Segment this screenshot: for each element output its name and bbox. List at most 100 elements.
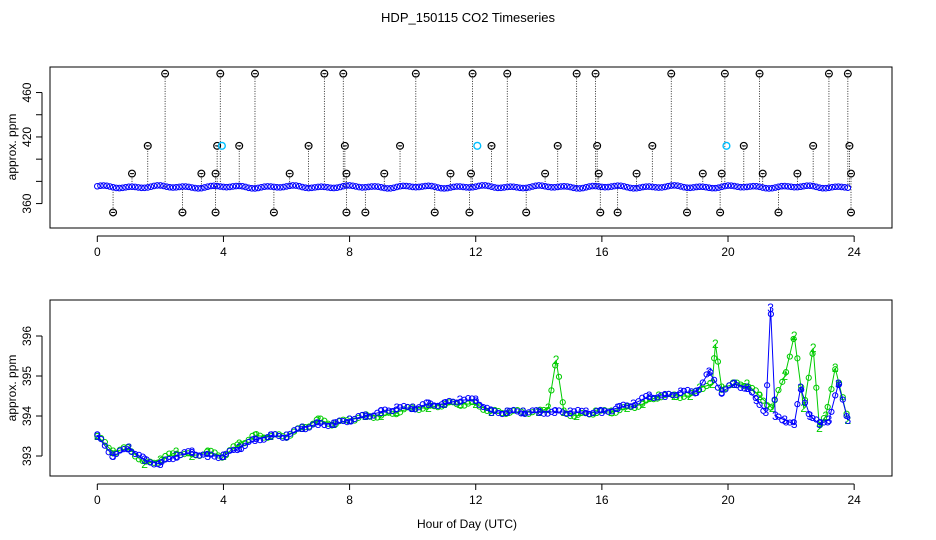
baseline-point xyxy=(444,184,451,192)
series-3-marker: 3 xyxy=(157,457,164,471)
series-3-marker: 3 xyxy=(706,365,713,379)
series-2-marker: 2 xyxy=(141,457,148,471)
series-2-point xyxy=(552,362,559,369)
flag-point xyxy=(847,208,856,217)
baseline-point xyxy=(437,184,445,192)
series-3-point xyxy=(521,410,529,418)
series-3-point xyxy=(616,402,623,410)
baseline-point xyxy=(639,183,647,191)
series-3-point xyxy=(132,450,139,458)
series-3-point xyxy=(215,454,222,462)
baseline-point xyxy=(314,183,322,191)
series-3-point xyxy=(169,456,177,463)
top-y-tick-label: 420 xyxy=(20,127,34,147)
series-3-point xyxy=(741,385,748,392)
series-3-point xyxy=(805,410,812,418)
series-2-point xyxy=(779,378,786,385)
series-3-point xyxy=(529,407,536,414)
baseline-point xyxy=(418,183,426,190)
top-y-tick-label: 460 xyxy=(20,82,34,102)
baseline-point xyxy=(573,185,580,192)
baseline-point xyxy=(289,182,297,189)
series-2-point xyxy=(207,447,214,454)
series-3-point xyxy=(268,431,275,438)
series-3-point xyxy=(824,419,831,426)
series-3-point xyxy=(396,404,404,411)
baseline-point xyxy=(257,183,265,191)
baseline-point xyxy=(412,183,420,191)
bottom-axes: 0 4 8 12 16 20 24 393 394 395 396 xyxy=(20,326,861,507)
series-3-point xyxy=(559,409,566,416)
series-3-point xyxy=(540,410,547,417)
series-3-point xyxy=(574,406,582,414)
series-3-point xyxy=(431,402,438,409)
series-3-point xyxy=(249,436,256,443)
baseline-point xyxy=(825,184,833,192)
baseline-point xyxy=(690,184,697,191)
baseline-point xyxy=(273,183,281,191)
baseline-point xyxy=(106,183,114,190)
series-2-point xyxy=(828,386,835,393)
baseline-point xyxy=(343,182,350,189)
series-3-point xyxy=(226,447,233,454)
baseline-point xyxy=(775,183,782,191)
series-3-point xyxy=(385,407,392,414)
series-3-point xyxy=(408,405,415,413)
baseline-point xyxy=(270,183,278,191)
baseline-point xyxy=(516,184,524,192)
series-3-point xyxy=(147,459,154,466)
baseline-point xyxy=(781,182,789,190)
series-3-point xyxy=(203,450,211,458)
series-3-marker: 3 xyxy=(299,421,306,435)
baseline-point xyxy=(103,182,111,190)
series-3-point xyxy=(135,451,143,458)
baseline-point xyxy=(198,184,205,192)
series-3-point xyxy=(238,445,245,453)
series-3-marker: 3 xyxy=(173,449,180,463)
series-3-marker: 3 xyxy=(267,429,274,443)
series-2-marker: 2 xyxy=(810,341,817,355)
series-3-point xyxy=(586,410,593,418)
baseline-point xyxy=(746,183,754,190)
series-3-marker: 3 xyxy=(94,429,101,443)
top-plot-frame xyxy=(49,66,893,229)
baseline-point xyxy=(462,184,470,191)
series-2-point xyxy=(703,382,710,390)
baseline-point xyxy=(150,182,158,190)
flag-point xyxy=(824,69,833,78)
series-3-point xyxy=(351,415,358,423)
series-3-point xyxy=(400,402,407,410)
baseline-point xyxy=(352,183,360,190)
baseline-point xyxy=(494,184,502,192)
series-3-point xyxy=(150,461,158,468)
series-3-marker: 3 xyxy=(141,453,148,467)
baseline-point xyxy=(522,184,530,192)
series-3-point xyxy=(362,412,370,419)
baseline-point xyxy=(157,182,164,189)
series-3-point xyxy=(483,404,491,412)
series-3-point xyxy=(116,447,124,454)
series-2-marker: 2 xyxy=(832,361,839,375)
baseline-point xyxy=(112,184,120,192)
baseline-point xyxy=(459,183,467,191)
baseline-point xyxy=(226,183,234,191)
series-2-marker: 2 xyxy=(791,329,798,343)
baseline-point xyxy=(469,183,476,191)
flag-point xyxy=(593,141,602,150)
flag-point xyxy=(467,169,476,178)
baseline-point xyxy=(248,185,256,192)
series-3-marker: 3 xyxy=(551,405,558,419)
baseline-point xyxy=(797,183,804,191)
baseline-point xyxy=(705,184,713,192)
series-3-point xyxy=(313,419,320,426)
baseline-point xyxy=(292,182,300,189)
baseline-point xyxy=(740,183,748,191)
baseline-point xyxy=(579,184,587,192)
baseline-point xyxy=(399,182,407,190)
top-x-tick-label: 24 xyxy=(847,245,861,259)
series-2-point xyxy=(813,384,820,391)
baseline-point xyxy=(784,183,792,190)
series-3-point xyxy=(771,396,778,403)
baseline-point xyxy=(753,182,760,190)
bottom-x-tick-label: 16 xyxy=(595,493,609,507)
